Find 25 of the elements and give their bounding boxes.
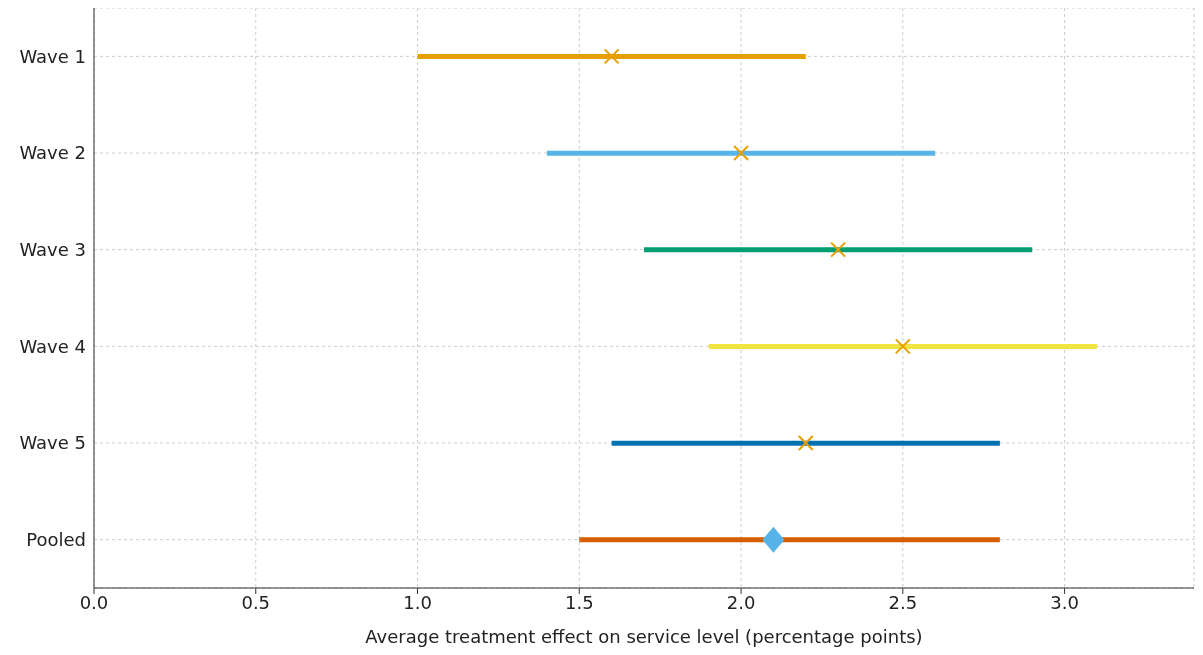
point (603, 48, 620, 65)
point (830, 241, 847, 258)
bar (708, 344, 1097, 349)
x-tick-label: 3.0 (1050, 591, 1079, 613)
x-tick-label: 2.0 (726, 591, 756, 613)
point (762, 526, 785, 553)
bar (644, 247, 1033, 253)
x-tick-label: 1.5 (564, 591, 594, 613)
y-tick-label: Wave 4 (19, 335, 86, 357)
point (894, 338, 911, 355)
bar (579, 537, 1000, 543)
y-tick-label: Wave 5 (19, 432, 86, 454)
x-axis-title: Average treatment effect on service level (percentage points) (365, 626, 923, 647)
point (733, 145, 750, 161)
bar (546, 150, 936, 156)
y-tick-label: Wave 3 (19, 239, 86, 261)
y-tick-label: Wave 1 (19, 45, 86, 67)
point (797, 435, 814, 451)
bar (611, 440, 1000, 446)
x-tick-label: 1.0 (403, 591, 432, 613)
y-tick-label: Pooled (26, 529, 86, 551)
x-tick-label: 2.5 (888, 591, 918, 613)
y-tick-label: Wave 2 (19, 142, 86, 164)
x-tick-label: 0.5 (241, 591, 271, 613)
x-tick-label: 0.0 (79, 591, 109, 613)
